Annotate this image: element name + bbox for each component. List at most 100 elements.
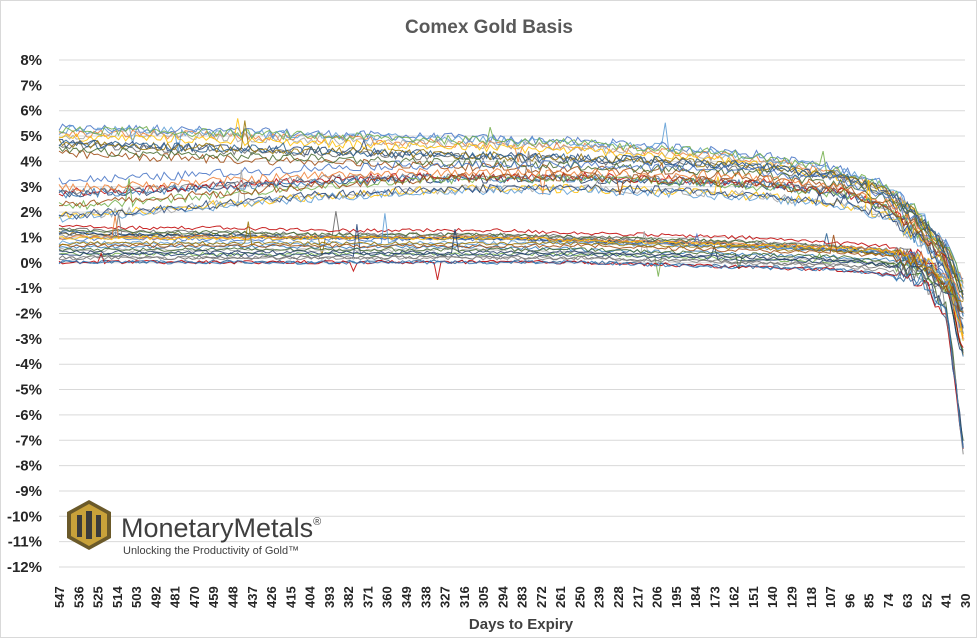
x-tick-label: 371 (360, 586, 375, 608)
x-tick-label: 338 (418, 586, 433, 608)
y-tick-labels: 8% 7% 6% 5% 4% 3% 2% 1% 0% -1% -2% -3% -4% -5% -6% -7% -… (7, 52, 42, 576)
y-tick-label: -6% (15, 407, 42, 424)
series-line (58, 227, 964, 351)
series-lines (58, 118, 964, 455)
x-tick-label: 41 (939, 594, 954, 608)
y-tick-label: 4% (20, 153, 42, 170)
series-line (58, 221, 964, 303)
x-tick-label: 492 (148, 586, 163, 608)
series-line (58, 173, 964, 328)
series-line (58, 235, 964, 337)
series-line (58, 229, 964, 448)
x-tick-label: 239 (592, 586, 607, 608)
series-line (58, 255, 964, 320)
x-tick-label: 140 (765, 586, 780, 608)
x-tick-label: 228 (611, 586, 626, 608)
x-tick-label: 525 (91, 586, 106, 608)
x-tick-label: 294 (495, 586, 510, 608)
monetary-metals-logo: MonetaryMetals® Unlocking the Productivi… (67, 500, 321, 557)
x-tick-labels: 547 536 525 514 503 492 481 470 459 448 437 426 415 4… (52, 586, 973, 608)
series-line (58, 224, 964, 348)
x-tick-label: 547 (52, 586, 67, 608)
x-tick-label: 448 (225, 586, 240, 608)
x-tick-label: 261 (553, 586, 568, 608)
y-tick-label: -4% (15, 356, 42, 373)
x-tick-label: 107 (823, 586, 838, 608)
series-line (58, 130, 964, 283)
series-line (58, 247, 964, 441)
x-tick-label: 173 (707, 586, 722, 608)
x-tick-label: 151 (746, 586, 761, 608)
series-line (58, 259, 964, 449)
series-line (58, 183, 964, 329)
x-tick-label: 195 (669, 586, 684, 608)
y-tick-label: -3% (15, 331, 42, 348)
series-line (58, 146, 964, 293)
series-line (58, 120, 964, 301)
x-tick-label: 272 (534, 586, 549, 608)
logo-name: MonetaryMetals® (121, 513, 321, 543)
y-tick-label: -10% (7, 508, 42, 525)
x-tick-label: 382 (341, 586, 356, 608)
x-tick-label: 305 (476, 586, 491, 608)
y-tick-label: -2% (15, 306, 42, 323)
x-tick-label: 129 (785, 586, 800, 608)
y-tick-label: -11% (8, 534, 42, 551)
series-line (58, 125, 964, 282)
x-tick-label: 52 (919, 594, 934, 608)
x-tick-label: 118 (804, 587, 819, 608)
x-tick-label: 85 (862, 594, 877, 608)
y-tick-label: -1% (15, 280, 42, 297)
y-tick-label: -9% (15, 483, 42, 500)
series-line (58, 149, 964, 295)
x-tick-label: 437 (245, 586, 260, 608)
x-tick-label: 415 (283, 586, 298, 608)
x-tick-label: 63 (900, 594, 915, 608)
y-tick-label: -12% (7, 559, 42, 576)
series-line (58, 122, 964, 288)
x-tick-label: 184 (688, 586, 703, 608)
y-tick-label: 0% (20, 255, 42, 272)
x-tick-label: 217 (630, 586, 645, 608)
y-tick-label: 7% (20, 77, 42, 94)
x-tick-label: 206 (650, 586, 665, 608)
x-tick-label: 470 (187, 586, 202, 608)
series-line (58, 141, 964, 293)
x-tick-label: 283 (515, 586, 530, 608)
y-tick-label: 5% (20, 128, 42, 145)
x-tick-label: 514 (110, 586, 125, 608)
series-line (58, 159, 964, 300)
x-tick-label: 536 (71, 586, 86, 608)
y-tick-label: 8% (20, 52, 42, 69)
x-tick-label: 162 (727, 586, 742, 608)
series-line (58, 255, 964, 455)
series-line (59, 172, 964, 334)
x-tick-label: 404 (303, 586, 318, 608)
x-tick-label: 503 (129, 586, 144, 608)
y-tick-label: 6% (20, 103, 42, 120)
x-tick-label: 96 (842, 594, 857, 608)
series-line (58, 252, 964, 449)
y-tick-label: -8% (15, 458, 42, 475)
series-line (58, 244, 964, 334)
y-tick-label: -5% (15, 382, 42, 399)
series-line (58, 138, 964, 299)
series-line (58, 123, 964, 280)
y-tick-label: -7% (15, 432, 42, 449)
gridlines (59, 59, 965, 568)
y-tick-label: 1% (20, 229, 42, 246)
logo-mark-icon (67, 500, 111, 550)
x-axis-title: Days to Expiry (469, 616, 574, 633)
x-tick-label: 426 (264, 586, 279, 608)
chart-title: Comex Gold Basis (405, 17, 573, 38)
x-tick-label: 30 (958, 594, 973, 608)
x-tick-label: 393 (322, 586, 337, 608)
x-tick-label: 349 (399, 586, 414, 608)
x-tick-label: 250 (572, 586, 587, 608)
x-tick-label: 360 (380, 586, 395, 608)
y-tick-label: 3% (20, 179, 42, 196)
x-tick-label: 74 (881, 593, 896, 608)
y-tick-label: 2% (20, 204, 42, 221)
